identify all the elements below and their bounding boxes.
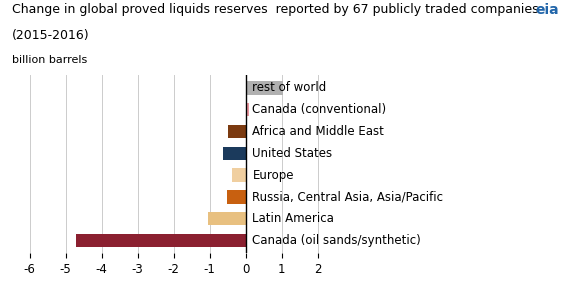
Bar bbox=[245, 103, 249, 116]
Bar bbox=[245, 81, 283, 95]
Text: billion barrels: billion barrels bbox=[12, 55, 87, 65]
Text: Change in global proved liquids reserves  reported by 67 publicly traded compani: Change in global proved liquids reserves… bbox=[12, 3, 538, 16]
Text: Canada (oil sands/synthetic): Canada (oil sands/synthetic) bbox=[252, 234, 421, 247]
Text: (2015-2016): (2015-2016) bbox=[12, 29, 89, 42]
Text: Russia, Central Asia, Asia/Pacific: Russia, Central Asia, Asia/Pacific bbox=[252, 190, 444, 203]
Bar bbox=[77, 234, 245, 247]
Bar bbox=[232, 168, 245, 182]
Text: Europe: Europe bbox=[252, 168, 294, 181]
Bar bbox=[228, 125, 245, 138]
Text: rest of world: rest of world bbox=[252, 82, 327, 94]
Text: United States: United States bbox=[252, 147, 332, 160]
Text: Africa and Middle East: Africa and Middle East bbox=[252, 125, 384, 138]
Bar bbox=[208, 212, 245, 225]
Text: Latin America: Latin America bbox=[252, 212, 334, 225]
Text: Canada (conventional): Canada (conventional) bbox=[252, 103, 386, 116]
Text: eia: eia bbox=[535, 3, 559, 17]
Bar bbox=[227, 190, 245, 204]
Bar bbox=[223, 147, 245, 160]
